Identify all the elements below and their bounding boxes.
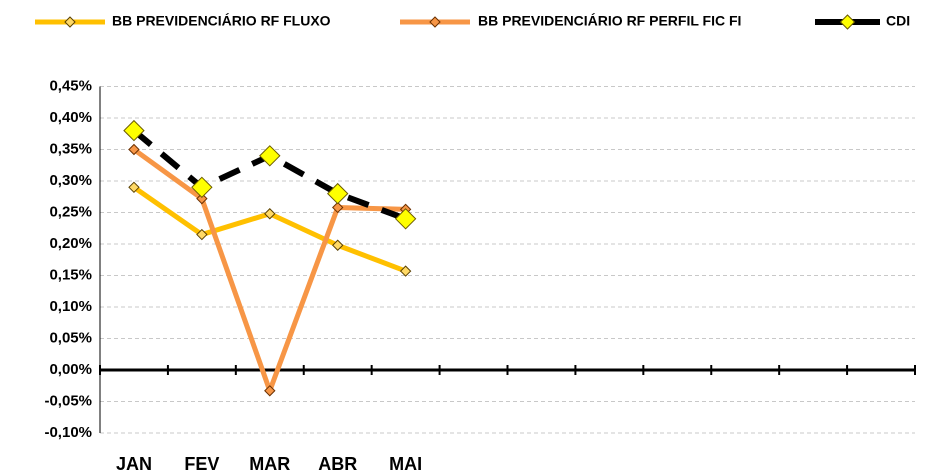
legend-marker xyxy=(839,14,856,30)
legend-marker xyxy=(64,16,76,28)
series-marker xyxy=(399,265,412,277)
series-marker xyxy=(128,181,140,194)
x-tick-label: JAN xyxy=(116,454,152,474)
y-tick-label: 0,15% xyxy=(49,266,92,283)
series-marker xyxy=(196,192,208,205)
y-tick-label: 0,25% xyxy=(49,203,92,220)
series-marker xyxy=(332,239,344,251)
series-line xyxy=(132,128,407,222)
series-marker xyxy=(191,176,213,199)
series-line xyxy=(132,185,407,274)
y-tick-label: 0,00% xyxy=(49,361,92,378)
x-tick-label: MAR xyxy=(249,454,290,474)
y-tick-label: 0,20% xyxy=(49,235,92,252)
legend-label: BB PREVIDENCIÁRIO RF FLUXO xyxy=(112,13,331,29)
series-marker xyxy=(196,228,208,241)
y-tick-label: -0,10% xyxy=(44,424,92,441)
legend-label: BB PREVIDENCIÁRIO RF PERFIL FIC FI xyxy=(478,13,741,29)
series-marker xyxy=(259,145,281,167)
series-line xyxy=(132,147,406,394)
x-tick-label: ABR xyxy=(318,454,357,474)
series-marker xyxy=(327,182,349,205)
y-tick-label: 0,10% xyxy=(49,298,92,315)
series-marker xyxy=(332,201,344,214)
y-tick-label: -0,05% xyxy=(44,392,92,409)
series-marker xyxy=(394,208,417,230)
y-tick-label: 0,05% xyxy=(49,329,92,346)
series-marker xyxy=(264,208,276,220)
series-marker xyxy=(123,119,145,142)
series-marker xyxy=(128,143,140,156)
y-tick-label: 0,40% xyxy=(49,109,92,126)
x-tick-label: FEV xyxy=(184,454,219,474)
y-tick-label: 0,45% xyxy=(49,77,92,94)
y-tick-label: 0,35% xyxy=(49,140,92,157)
series-marker xyxy=(264,385,276,397)
x-tick-label: MAI xyxy=(389,454,422,474)
legend-label: CDI xyxy=(886,13,910,29)
legend-marker xyxy=(429,16,441,28)
y-tick-label: 0,30% xyxy=(49,172,92,189)
